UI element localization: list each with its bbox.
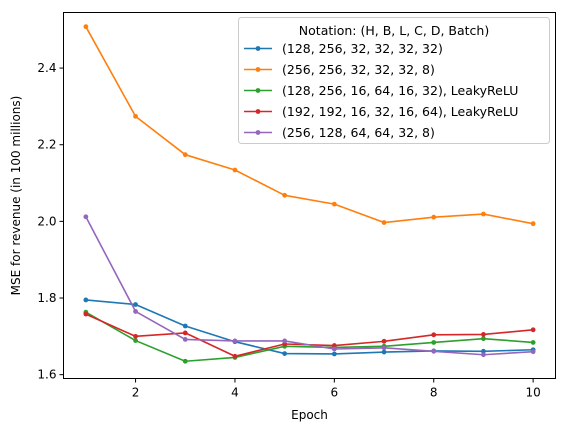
data-point — [381, 349, 387, 355]
x-axis-label: Epoch — [291, 408, 328, 422]
x-tick-label: 8 — [430, 386, 438, 400]
legend-entry-label: (256, 256, 32, 32, 32, 8) — [282, 62, 435, 77]
data-point — [331, 346, 337, 352]
data-point — [182, 330, 188, 336]
series-3 — [83, 309, 536, 364]
x-axis: 2 4 6 8 10 — [132, 378, 541, 400]
series-2 — [83, 24, 536, 227]
data-point — [481, 352, 486, 358]
data-point — [282, 192, 288, 198]
y-tick-label: 1.6 — [37, 368, 56, 382]
series-5 — [83, 214, 536, 358]
data-point — [182, 152, 188, 158]
y-tick-label: 2.2 — [37, 138, 56, 152]
data-point — [182, 337, 188, 342]
legend-entry-label: (256, 128, 64, 64, 32, 8) — [282, 125, 435, 140]
data-point — [232, 338, 238, 344]
data-point — [282, 338, 288, 344]
data-point — [530, 327, 536, 333]
data-point — [133, 309, 138, 314]
data-point — [431, 340, 437, 345]
data-point — [182, 358, 188, 364]
data-point — [232, 167, 238, 173]
x-tick-label: 6 — [331, 386, 339, 400]
legend-entry-label: (128, 256, 16, 64, 16, 32), LeakyReLU — [282, 83, 518, 98]
data-point — [331, 351, 337, 357]
x-tick-label: 4 — [231, 386, 239, 400]
data-point — [232, 353, 238, 359]
data-point — [83, 214, 89, 220]
data-point — [182, 323, 188, 329]
legend-swatch-marker — [255, 46, 261, 51]
data-point — [83, 24, 89, 30]
data-point — [530, 340, 536, 345]
data-point — [381, 220, 387, 225]
data-point — [282, 351, 288, 356]
data-point — [331, 201, 337, 207]
legend-entries: (128, 256, 32, 32, 32, 32) (256, 256, 32,… — [244, 41, 518, 140]
y-tick-label: 2.0 — [37, 214, 56, 228]
data-point — [481, 336, 486, 342]
data-point — [381, 338, 387, 344]
legend-swatch-marker — [255, 130, 261, 135]
data-point — [431, 348, 437, 354]
legend-box — [238, 17, 550, 144]
data-point — [331, 343, 337, 348]
data-point — [381, 345, 387, 351]
plot-frame — [63, 12, 556, 379]
data-point — [431, 332, 437, 338]
y-axis: 1.6 1.8 2.0 2.2 2.4 — [37, 61, 64, 382]
y-axis-label: MSE for revenue (in 100 millions) — [9, 96, 23, 296]
x-tick-label: 2 — [132, 386, 140, 400]
data-point — [133, 302, 138, 307]
y-tick-label: 2.4 — [37, 61, 56, 75]
legend-entry-label: (128, 256, 32, 32, 32, 32) — [282, 41, 443, 56]
plot-series — [83, 24, 536, 364]
legend-title: Notation: (H, B, L, C, D, Batch) — [299, 23, 489, 38]
data-point — [133, 333, 138, 339]
data-point — [481, 211, 486, 217]
y-tick-label: 1.8 — [37, 291, 56, 305]
series-line — [85, 311, 534, 363]
legend-swatch-marker — [255, 67, 261, 72]
legend-entry-label: (192, 192, 16, 32, 16, 64), LeakyReLU — [282, 104, 518, 119]
data-point — [530, 221, 536, 227]
data-point — [530, 349, 536, 355]
data-point — [481, 348, 486, 354]
x-tick-label: 10 — [525, 386, 540, 400]
legend: Notation: (H, B, L, C, D, Batch) (128, 2… — [238, 17, 550, 144]
series-line — [85, 216, 534, 356]
series-line — [85, 26, 534, 225]
series-line — [85, 299, 534, 355]
data-point — [133, 113, 138, 119]
data-point — [133, 338, 138, 343]
data-point — [431, 214, 437, 220]
data-point — [481, 332, 486, 337]
legend-swatch-marker — [255, 109, 261, 114]
legend-swatch-marker — [255, 88, 261, 93]
data-point — [83, 297, 89, 303]
data-point — [83, 311, 89, 317]
